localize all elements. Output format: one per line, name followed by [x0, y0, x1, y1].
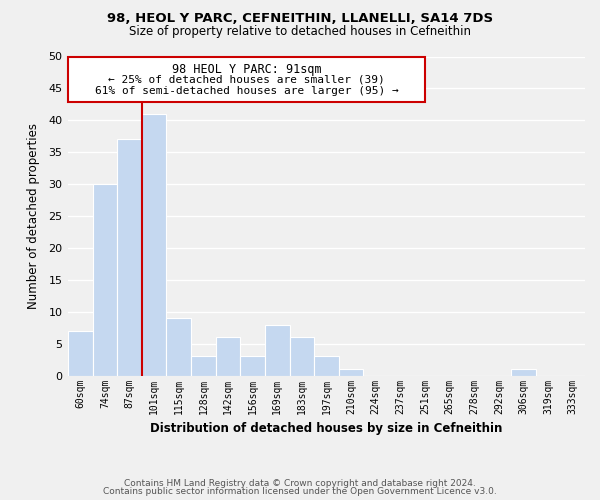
Text: 61% of semi-detached houses are larger (95) →: 61% of semi-detached houses are larger (… [95, 86, 398, 97]
FancyBboxPatch shape [68, 56, 425, 102]
Bar [216, 338, 241, 376]
Bar [166, 318, 191, 376]
Bar [92, 184, 117, 376]
Bar [265, 324, 290, 376]
Bar [142, 114, 166, 376]
Bar [339, 370, 364, 376]
Text: Contains public sector information licensed under the Open Government Licence v3: Contains public sector information licen… [103, 487, 497, 496]
Text: ← 25% of detached houses are smaller (39): ← 25% of detached houses are smaller (39… [108, 74, 385, 85]
Y-axis label: Number of detached properties: Number of detached properties [27, 123, 40, 309]
Bar [314, 356, 339, 376]
Bar [511, 370, 536, 376]
Bar [191, 356, 216, 376]
Bar [290, 338, 314, 376]
Text: 98, HEOL Y PARC, CEFNEITHIN, LLANELLI, SA14 7DS: 98, HEOL Y PARC, CEFNEITHIN, LLANELLI, S… [107, 12, 493, 26]
Bar [68, 331, 92, 376]
Bar [241, 356, 265, 376]
Text: 98 HEOL Y PARC: 91sqm: 98 HEOL Y PARC: 91sqm [172, 63, 322, 76]
Text: Contains HM Land Registry data © Crown copyright and database right 2024.: Contains HM Land Registry data © Crown c… [124, 478, 476, 488]
Text: Size of property relative to detached houses in Cefneithin: Size of property relative to detached ho… [129, 25, 471, 38]
Bar [117, 140, 142, 376]
X-axis label: Distribution of detached houses by size in Cefneithin: Distribution of detached houses by size … [151, 422, 503, 435]
